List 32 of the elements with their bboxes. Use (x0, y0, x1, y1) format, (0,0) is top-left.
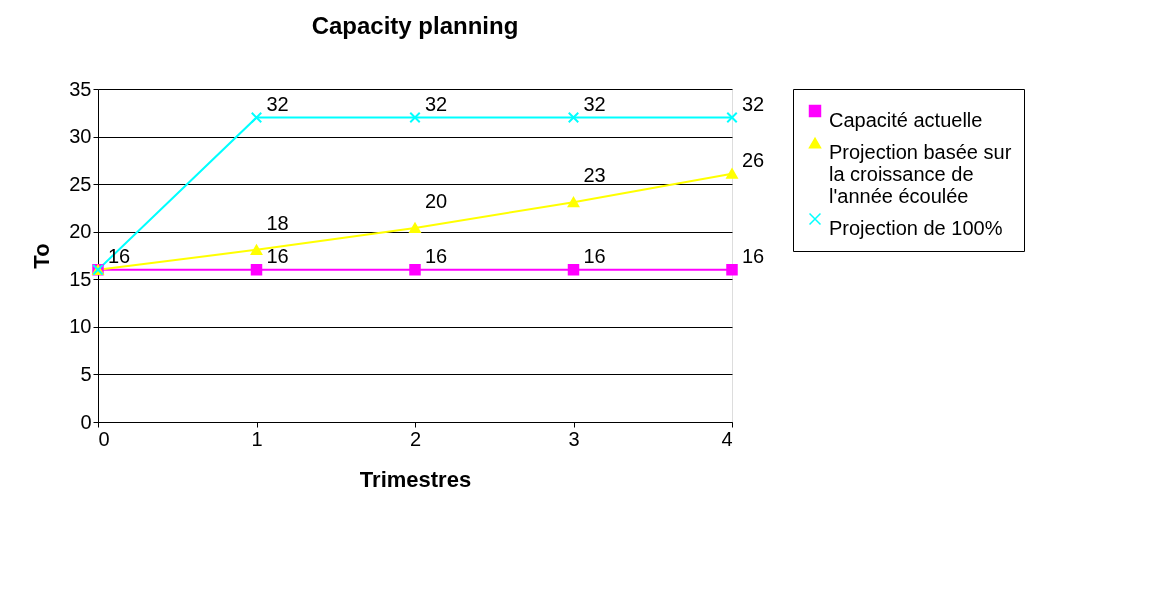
legend-label: Capacité actuelle (829, 109, 983, 131)
y-tick-label: 35 (69, 77, 92, 100)
data-label: 20 (425, 189, 448, 212)
data-label: 32 (266, 92, 289, 115)
y-tick-label: 10 (69, 315, 92, 338)
x-tick-label: 2 (409, 427, 422, 450)
data-label: 23 (583, 164, 606, 187)
y-axis-title: To (29, 243, 55, 269)
y-tick-label: 30 (69, 125, 92, 148)
data-label: 16 (266, 244, 289, 267)
data-label: 18 (266, 211, 289, 234)
y-tick-label: 15 (69, 267, 92, 290)
y-tick-label: 0 (80, 410, 92, 433)
data-label: 32 (425, 92, 448, 115)
x-tick-label: 4 (721, 427, 733, 450)
data-label: 26 (742, 148, 765, 171)
data-label: 32 (583, 92, 606, 115)
x-tick-label: 1 (251, 427, 263, 450)
data-label: 16 (425, 244, 448, 267)
chart-title: Capacity planning (311, 12, 519, 39)
x-tick-label: 0 (98, 427, 110, 450)
x-tick-label: 3 (568, 427, 580, 450)
y-tick-label: 25 (69, 172, 92, 195)
y-tick-label: 20 (69, 220, 92, 243)
y-tick-label: 5 (80, 362, 92, 385)
data-label: 16 (108, 244, 131, 267)
data-label: 16 (583, 244, 606, 267)
x-axis-title: Trimestres (359, 466, 472, 492)
legend-label: Projection basée sur la croissance de l'année écoulée (829, 141, 1012, 207)
legend-label: Projection de 100% (829, 217, 1003, 239)
data-label: 16 (742, 244, 765, 267)
data-label: 32 (742, 92, 765, 115)
